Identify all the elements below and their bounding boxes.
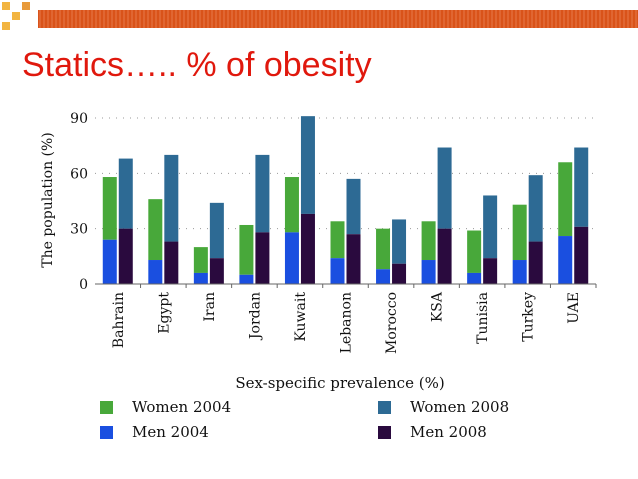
header-stripe-lines [39, 10, 637, 28]
bar-women-2008 [528, 175, 543, 242]
legend-swatch [100, 401, 113, 414]
bar-men-2008 [437, 228, 452, 284]
header-square-2 [12, 12, 20, 20]
bar-women-2008 [574, 147, 589, 227]
header-square-4 [22, 2, 30, 10]
bar-women-2004 [330, 221, 345, 259]
bar-men-2008 [300, 213, 315, 284]
bars [102, 116, 589, 284]
bar-men-2008 [209, 258, 224, 284]
y-tick-label: 30 [70, 222, 88, 238]
bar-women-2008 [346, 178, 361, 235]
bar-women-2004 [376, 228, 391, 270]
x-tick-label: UAE [566, 292, 582, 324]
bar-men-2004 [193, 272, 208, 284]
bar-women-2004 [102, 177, 117, 240]
bar-men-2008 [164, 241, 179, 284]
bar-women-2008 [483, 195, 498, 259]
legend-swatch [100, 426, 113, 439]
legend-label: Women 2004 [132, 398, 231, 416]
y-tick-label: 60 [70, 166, 88, 182]
bar-women-2008 [164, 154, 179, 242]
bar-men-2004 [284, 232, 299, 284]
legend: Women 2004 Women 2008 Men 2004 Men 2008 [100, 398, 509, 441]
y-axis-label: The population (%) [40, 132, 56, 268]
y-tick-labels: 0 30 60 90 [70, 111, 88, 293]
x-axis-label: Sex-specific prevalence (%) [235, 374, 444, 392]
x-tick-label: Kuwait [293, 292, 309, 342]
bar-men-2004 [376, 269, 391, 284]
bar-men-2008 [346, 234, 361, 284]
bar-men-2008 [255, 232, 270, 284]
legend-swatch [378, 401, 391, 414]
bar-men-2004 [330, 258, 345, 284]
legend-label: Women 2008 [410, 398, 509, 416]
bar-men-2008 [392, 263, 407, 284]
x-tick-label: Tunisia [475, 292, 491, 344]
bar-men-2008 [483, 258, 498, 284]
bar-women-2008 [300, 116, 315, 214]
x-tick-label: Jordan [247, 292, 263, 341]
bar-men-2008 [528, 241, 543, 284]
bar-women-2004 [239, 224, 254, 275]
bar-men-2008 [574, 226, 589, 284]
x-tick-label: Iran [202, 292, 218, 322]
y-tick-label: 90 [70, 111, 88, 127]
x-tick-label: KSA [430, 291, 446, 322]
bar-men-2004 [467, 272, 482, 284]
bar-women-2004 [512, 204, 527, 261]
bar-women-2008 [255, 154, 270, 233]
bar-women-2004 [421, 221, 436, 261]
bar-women-2008 [209, 202, 224, 259]
bar-women-2004 [284, 177, 299, 233]
bar-women-2008 [392, 219, 407, 264]
bar-women-2004 [558, 162, 573, 237]
bar-women-2004 [148, 199, 163, 261]
legend-label: Men 2004 [132, 423, 209, 441]
y-tick-label: 0 [79, 277, 88, 293]
x-tick-label: Bahrain [111, 292, 127, 348]
header-square-3 [2, 22, 10, 30]
x-tick-label: Morocco [384, 292, 400, 354]
x-tick-label: Turkey [521, 292, 537, 342]
header-decoration [2, 2, 638, 30]
bar-women-2004 [467, 230, 482, 273]
bar-men-2004 [512, 260, 527, 284]
bar-women-2008 [118, 158, 133, 229]
bar-men-2004 [102, 239, 117, 284]
bar-women-2004 [193, 247, 208, 273]
bar-men-2004 [558, 236, 573, 284]
slide-title: Statics….. % of obesity [22, 46, 372, 84]
bar-men-2004 [239, 274, 254, 284]
legend-swatch [378, 426, 391, 439]
x-tick-label: Lebanon [339, 292, 355, 353]
x-tick-labels: Bahrain Egypt Iran Jordan Kuwait Lebanon Moroc… [111, 284, 597, 354]
bar-men-2008 [118, 228, 133, 284]
bar-men-2004 [148, 260, 163, 284]
x-tick-label: Egypt [156, 292, 172, 334]
legend-label: Men 2008 [410, 423, 487, 441]
header-square-1 [2, 2, 10, 10]
bar-women-2008 [437, 147, 452, 229]
bar-men-2004 [421, 260, 436, 284]
